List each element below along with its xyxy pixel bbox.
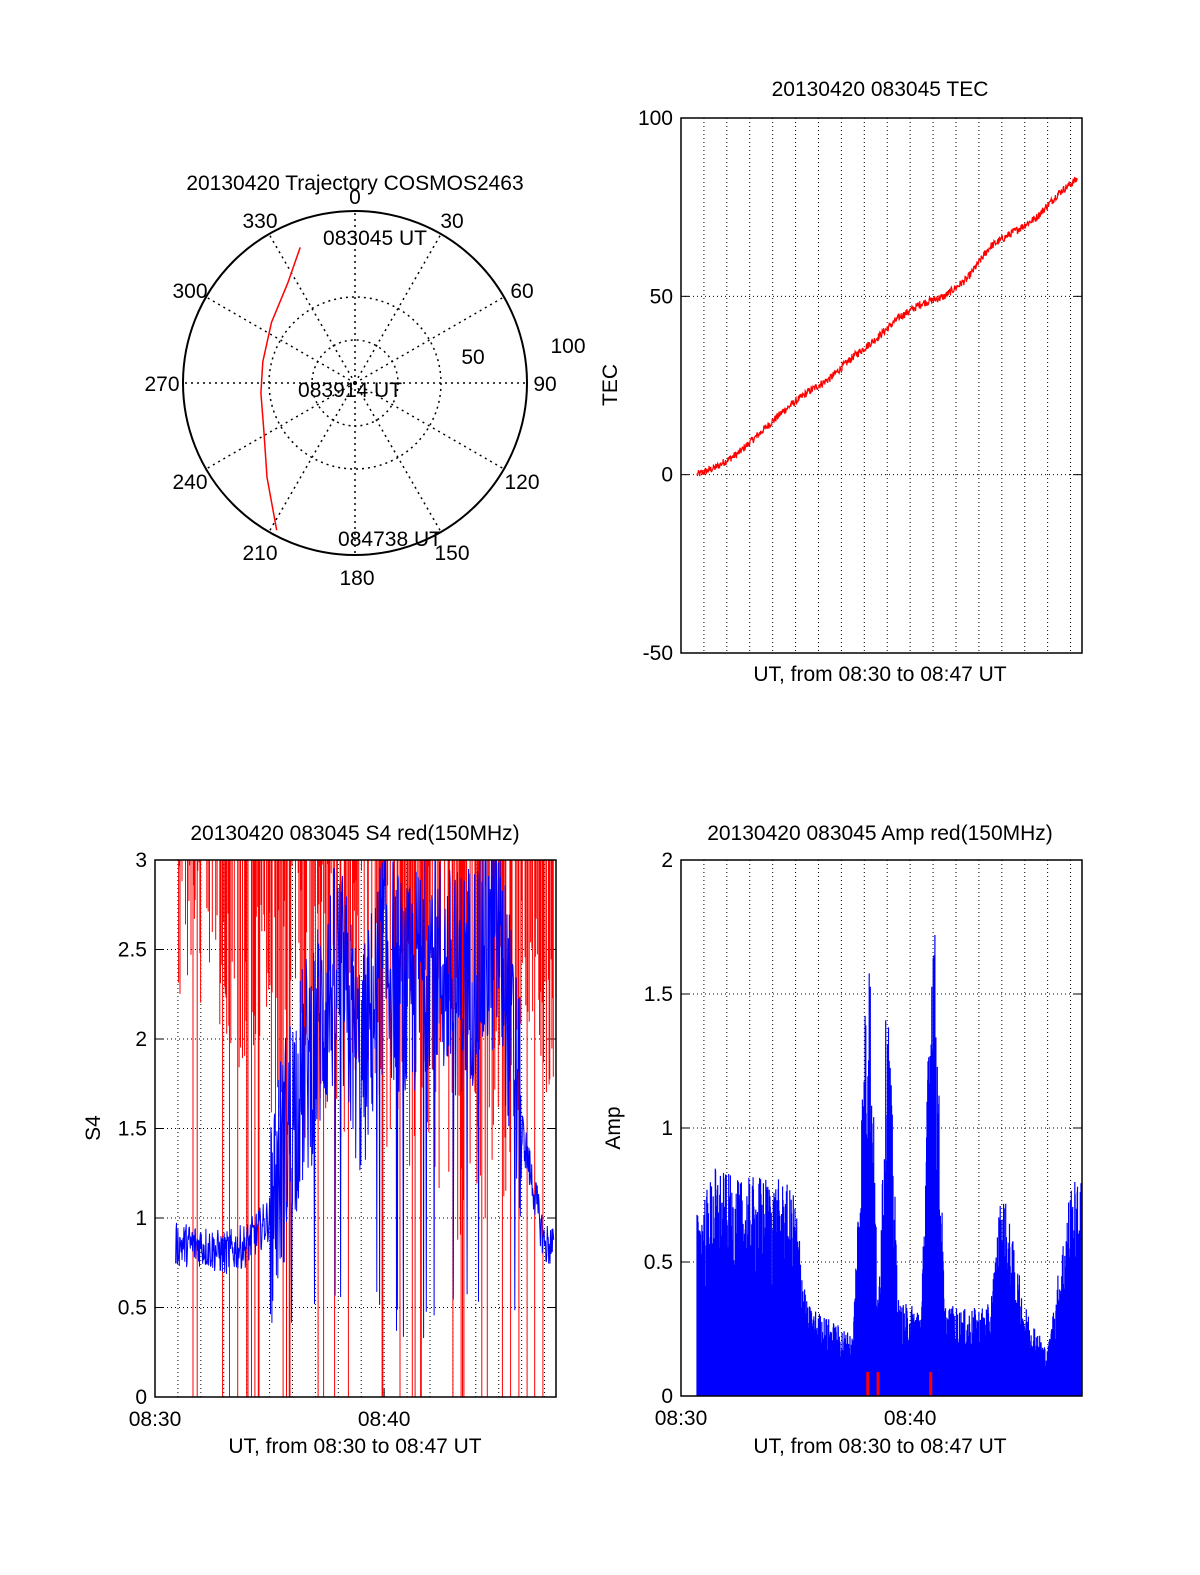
s4-ytick-label: 0 bbox=[135, 1386, 147, 1409]
tec-frame bbox=[680, 117, 1083, 654]
polar-spoke bbox=[354, 382, 505, 470]
polar-trajectory-plot: 20130420 Trajectory COSMOS2463 0 30 60 90 12… bbox=[144, 172, 585, 590]
tec-series-line bbox=[696, 176, 1078, 477]
s4-series-group bbox=[175, 860, 555, 1397]
s4-blue-series bbox=[175, 860, 555, 1339]
s4-ytick-label: 1 bbox=[135, 1207, 147, 1230]
amp-ytick-label: 0 bbox=[661, 1385, 673, 1408]
polar-title: 20130420 Trajectory COSMOS2463 bbox=[186, 172, 523, 195]
s4-frame bbox=[154, 859, 557, 1398]
polar-spoke bbox=[354, 296, 505, 384]
polar-trajectory-line bbox=[260, 247, 301, 531]
amp-ytick-label: 1.5 bbox=[644, 983, 673, 1006]
polar-spoke bbox=[354, 382, 442, 533]
amp-xtick-label: 08:40 bbox=[884, 1407, 937, 1430]
polar-ring-50 bbox=[268, 296, 442, 470]
s4-ytick-label: 2 bbox=[135, 1028, 147, 1051]
polar-angle-label: 30 bbox=[440, 210, 463, 233]
s4-ytick-label: 3 bbox=[135, 849, 147, 872]
polar-spoke bbox=[268, 233, 356, 384]
polar-end-label: 084738 UT bbox=[338, 528, 442, 551]
s4-title: 20130420 083045 S4 red(150MHz) bbox=[190, 822, 519, 845]
tec-ytick-label: 50 bbox=[650, 285, 673, 308]
polar-ring-25 bbox=[311, 339, 399, 427]
amp-xlabel: UT, from 08:30 to 08:47 UT bbox=[753, 1435, 1006, 1458]
polar-angle-label: 60 bbox=[510, 280, 533, 303]
tec-ytick-label: -50 bbox=[643, 642, 673, 665]
amp-ytick-label: 2 bbox=[661, 849, 673, 872]
polar-angle-label: 300 bbox=[172, 280, 207, 303]
polar-angle-label: 240 bbox=[172, 471, 207, 494]
polar-angle-label: 0 bbox=[349, 186, 361, 209]
polar-radial-label: 100 bbox=[550, 335, 585, 358]
amp-plot: 20130420 083045 Amp red(150MHz) UT, from… bbox=[602, 822, 1083, 1458]
polar-angle-label: 210 bbox=[242, 542, 277, 565]
tec-ytick-label: 0 bbox=[661, 464, 673, 487]
polar-angle-label: 150 bbox=[434, 542, 469, 565]
s4-xlabel: UT, from 08:30 to 08:47 UT bbox=[228, 1435, 481, 1458]
s4-xtick-label: 08:30 bbox=[129, 1408, 182, 1431]
s4-ytick-label: 0.5 bbox=[118, 1297, 147, 1320]
polar-angle-label: 270 bbox=[144, 373, 179, 396]
tec-ylabel: TEC bbox=[599, 364, 622, 406]
s4-ytick-label: 2.5 bbox=[118, 939, 147, 962]
amp-ytick-label: 1 bbox=[661, 1117, 673, 1140]
amp-title: 20130420 083045 Amp red(150MHz) bbox=[707, 822, 1053, 845]
polar-radial-label: 50 bbox=[461, 346, 484, 369]
tec-title: 20130420 083045 TEC bbox=[772, 78, 989, 101]
tec-ytick-label: 100 bbox=[638, 107, 673, 130]
amp-frame bbox=[680, 859, 1083, 1397]
polar-spoke bbox=[268, 382, 356, 533]
s4-plot: 20130420 083045 S4 red(150MHz) UT, from … bbox=[82, 822, 557, 1458]
polar-spoke bbox=[205, 296, 356, 384]
polar-mid-label: 083914 UT bbox=[298, 379, 402, 402]
amp-ylabel: Amp bbox=[602, 1106, 625, 1149]
amp-ytick-label: 0.5 bbox=[644, 1251, 673, 1274]
s4-ylabel: S4 bbox=[82, 1115, 105, 1141]
tec-xlabel: UT, from 08:30 to 08:47 UT bbox=[753, 663, 1006, 686]
polar-angle-label: 120 bbox=[504, 471, 539, 494]
amp-xtick-label: 08:30 bbox=[655, 1407, 708, 1430]
polar-spoke bbox=[354, 233, 442, 384]
polar-angle-label: 330 bbox=[242, 210, 277, 233]
polar-angle-label: 90 bbox=[533, 373, 556, 396]
polar-spoke bbox=[205, 382, 356, 470]
polar-start-label: 083045 UT bbox=[323, 227, 427, 250]
amp-blue-series bbox=[696, 935, 1083, 1396]
polar-outer-circle bbox=[182, 210, 528, 556]
s4-xtick-label: 08:40 bbox=[358, 1408, 411, 1431]
tec-plot: 20130420 083045 TEC UT, from 08:30 to 08… bbox=[599, 78, 1083, 686]
s4-ytick-label: 1.5 bbox=[118, 1118, 147, 1141]
polar-angle-label: 180 bbox=[339, 567, 374, 590]
